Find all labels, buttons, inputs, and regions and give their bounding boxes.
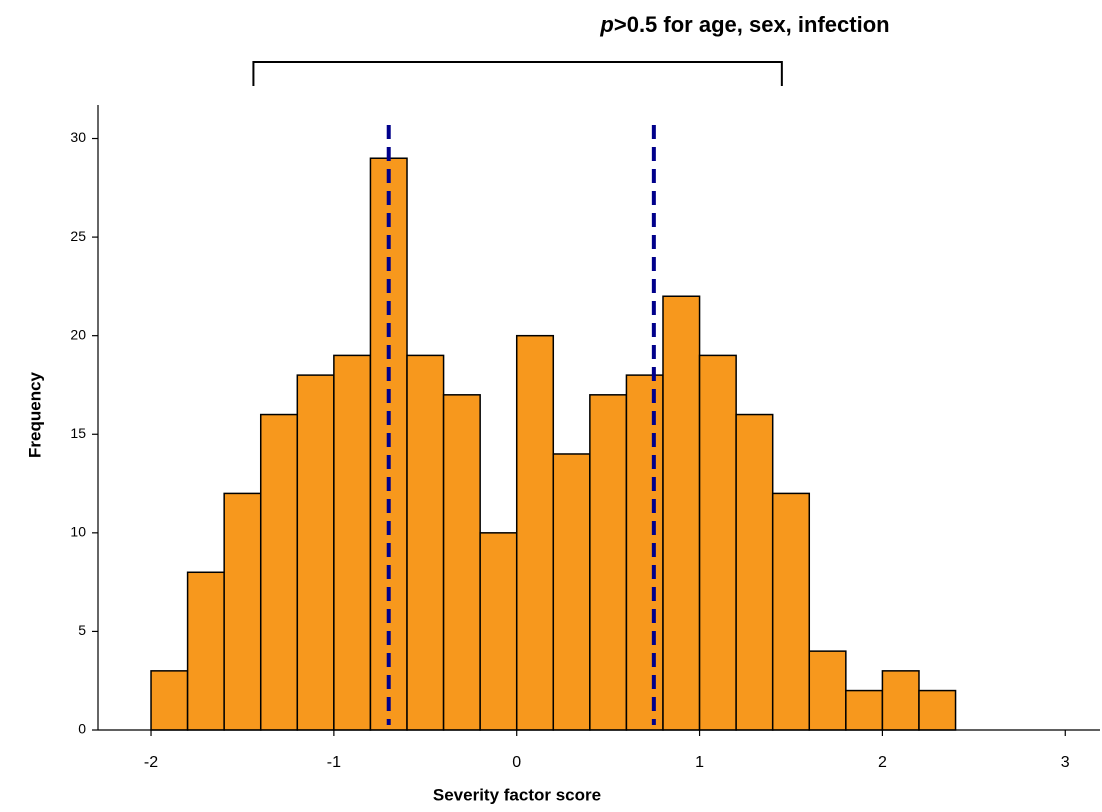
y-axis-label: Frequency — [25, 371, 44, 458]
x-tick-label: 2 — [878, 754, 887, 771]
bracket — [252, 61, 783, 86]
bar — [442, 394, 481, 731]
x-tick-label: 0 — [512, 754, 521, 771]
bar — [223, 492, 262, 731]
bar — [735, 413, 774, 731]
bar — [552, 453, 591, 731]
bar — [625, 374, 664, 731]
y-tick-label: 25 — [70, 228, 86, 244]
bar — [808, 650, 847, 731]
bar — [186, 571, 225, 731]
bar — [881, 670, 920, 731]
y-tick-label: 20 — [70, 326, 86, 342]
y-tick-label: 5 — [78, 622, 86, 638]
bar — [259, 413, 299, 731]
y-tick-label: 15 — [70, 425, 86, 441]
bar — [515, 334, 555, 731]
y-tick-label: 10 — [70, 524, 86, 540]
bar — [333, 354, 372, 731]
x-axis-label: Severity factor score — [433, 785, 601, 804]
annotation-text: >0.5 for age, sex, infection — [614, 12, 890, 37]
bar — [662, 295, 701, 731]
bar — [698, 354, 737, 731]
bar — [406, 354, 445, 731]
bar — [296, 374, 335, 731]
bar — [589, 394, 628, 731]
y-tick-label: 30 — [70, 129, 86, 145]
annotation: p>0.5 for age, sex, infection — [599, 12, 889, 37]
bar — [771, 492, 811, 731]
bar — [479, 532, 518, 731]
x-tick-label: -1 — [327, 754, 341, 771]
bar — [150, 670, 189, 731]
y-tick-label: 0 — [78, 721, 86, 737]
x-tick-label: 1 — [695, 754, 704, 771]
bar — [918, 689, 957, 731]
x-tick-label: -2 — [144, 754, 158, 771]
annotation-italic: p — [599, 12, 613, 37]
x-tick-label: 3 — [1061, 754, 1070, 771]
bar — [845, 689, 884, 731]
